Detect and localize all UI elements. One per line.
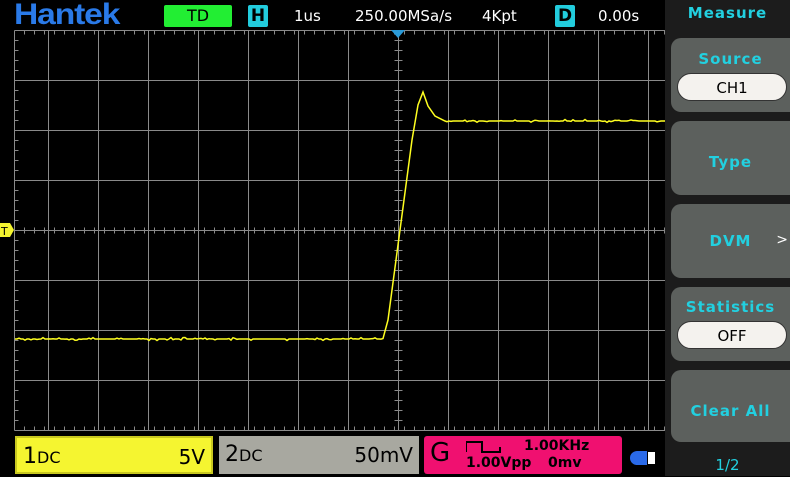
ch1-scale: 5V bbox=[178, 445, 205, 469]
statistics-label: Statistics bbox=[685, 298, 776, 316]
delay-icon: D bbox=[555, 5, 575, 27]
ch2-label: 2DC bbox=[225, 442, 263, 467]
source-label: Source bbox=[698, 50, 763, 68]
generator-amplitude: 1.00Vpp bbox=[466, 455, 532, 471]
clear-all-button[interactable]: Clear All bbox=[671, 370, 790, 442]
trigger-level-marker[interactable]: T bbox=[0, 223, 14, 238]
statistics-button[interactable]: Statistics OFF bbox=[671, 287, 790, 361]
svg-text:T: T bbox=[0, 225, 8, 238]
menu-page[interactable]: 1/2 bbox=[715, 456, 740, 474]
menu-title: Measure bbox=[687, 4, 768, 22]
ch2-scale: 50mV bbox=[354, 443, 413, 467]
graticule bbox=[14, 30, 665, 431]
timebase: 1us bbox=[294, 7, 321, 25]
dvm-label: DVM bbox=[709, 232, 752, 250]
type-label: Type bbox=[708, 153, 753, 171]
horizontal-icon: H bbox=[248, 5, 268, 27]
generator-label: G bbox=[430, 438, 451, 468]
ch2-status[interactable]: 2DC 50mV bbox=[219, 436, 419, 474]
generator-frequency: 1.00KHz bbox=[524, 438, 590, 454]
clear-all-label: Clear All bbox=[690, 402, 771, 420]
generator-status[interactable]: G 1.00KHz 1.00Vpp 0mv bbox=[424, 436, 622, 474]
waveform-display[interactable]: T bbox=[0, 30, 665, 432]
square-wave-icon bbox=[466, 441, 501, 453]
usb-drive-icon bbox=[630, 451, 655, 465]
source-button[interactable]: Source CH1 bbox=[671, 38, 790, 112]
source-value: CH1 bbox=[677, 73, 787, 101]
top-status-bar: Hantek TD H 1us 250.00MSa/s 4Kpt D 0.00s bbox=[0, 0, 665, 31]
chevron-right-icon: > bbox=[776, 232, 788, 248]
delay-value: 0.00s bbox=[598, 7, 640, 25]
trigger-position-marker[interactable] bbox=[391, 30, 405, 38]
measure-menu: Measure Source CH1 Type DVM > Statistics… bbox=[665, 0, 790, 476]
generator-offset: 0mv bbox=[548, 455, 582, 471]
memory-depth: 4Kpt bbox=[482, 7, 517, 25]
sample-rate: 250.00MSa/s bbox=[355, 7, 453, 25]
ch1-label: 1DC bbox=[23, 444, 61, 469]
statistics-value: OFF bbox=[677, 321, 787, 349]
brand-logo: Hantek bbox=[14, 0, 120, 31]
type-button[interactable]: Type bbox=[671, 121, 790, 195]
ch1-status[interactable]: 1DC 5V bbox=[15, 436, 213, 474]
mode-badge: TD bbox=[164, 5, 232, 27]
dvm-button[interactable]: DVM > bbox=[671, 204, 790, 278]
ch1-trace bbox=[15, 89, 665, 342]
